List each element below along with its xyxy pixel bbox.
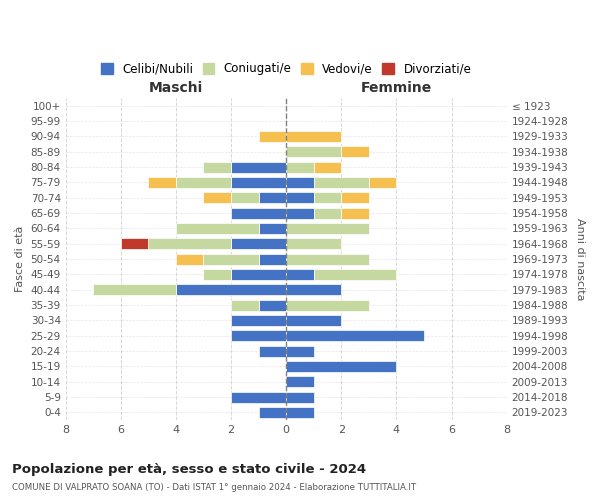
Bar [369, 177, 397, 188]
Bar [314, 192, 341, 203]
Bar [259, 254, 286, 264]
Bar [203, 254, 259, 264]
Bar [314, 269, 397, 280]
Bar [259, 192, 286, 203]
Bar [93, 284, 176, 296]
Bar [286, 376, 314, 388]
Bar [259, 407, 286, 418]
Bar [286, 238, 341, 250]
Bar [259, 300, 286, 310]
Bar [341, 192, 369, 203]
Bar [231, 177, 286, 188]
Bar [259, 131, 286, 142]
Bar [231, 238, 286, 250]
Bar [231, 300, 259, 310]
Bar [286, 330, 424, 342]
Bar [314, 177, 369, 188]
Bar [148, 238, 231, 250]
Bar [203, 269, 231, 280]
Bar [121, 238, 148, 250]
Bar [286, 284, 341, 296]
Bar [286, 162, 314, 172]
Bar [314, 162, 341, 172]
Text: Maschi: Maschi [149, 81, 203, 95]
Y-axis label: Anni di nascita: Anni di nascita [575, 218, 585, 300]
Bar [286, 346, 314, 356]
Bar [286, 208, 314, 218]
Bar [176, 223, 259, 234]
Bar [176, 254, 203, 264]
Bar [286, 300, 369, 310]
Bar [231, 162, 286, 172]
Bar [231, 208, 286, 218]
Bar [176, 177, 231, 188]
Bar [286, 177, 314, 188]
Bar [231, 330, 286, 342]
Bar [286, 223, 369, 234]
Bar [231, 315, 286, 326]
Bar [314, 208, 341, 218]
Bar [259, 223, 286, 234]
Bar [286, 392, 314, 402]
Bar [286, 361, 397, 372]
Bar [286, 146, 341, 157]
Bar [231, 269, 286, 280]
Bar [203, 192, 231, 203]
Bar [341, 146, 369, 157]
Bar [286, 269, 314, 280]
Bar [341, 208, 369, 218]
Bar [176, 284, 286, 296]
Bar [231, 392, 286, 402]
Text: Femmine: Femmine [361, 81, 432, 95]
Y-axis label: Fasce di età: Fasce di età [15, 226, 25, 292]
Bar [286, 315, 341, 326]
Bar [286, 131, 341, 142]
Bar [259, 346, 286, 356]
Bar [286, 192, 314, 203]
Bar [286, 407, 314, 418]
Bar [203, 162, 231, 172]
Bar [286, 254, 369, 264]
Text: Popolazione per età, sesso e stato civile - 2024: Popolazione per età, sesso e stato civil… [12, 462, 366, 475]
Legend: Celibi/Nubili, Coniugati/e, Vedovi/e, Divorziati/e: Celibi/Nubili, Coniugati/e, Vedovi/e, Di… [97, 59, 475, 79]
Bar [231, 192, 259, 203]
Text: COMUNE DI VALPRATO SOANA (TO) - Dati ISTAT 1° gennaio 2024 - Elaborazione TUTTIT: COMUNE DI VALPRATO SOANA (TO) - Dati IST… [12, 482, 416, 492]
Bar [148, 177, 176, 188]
